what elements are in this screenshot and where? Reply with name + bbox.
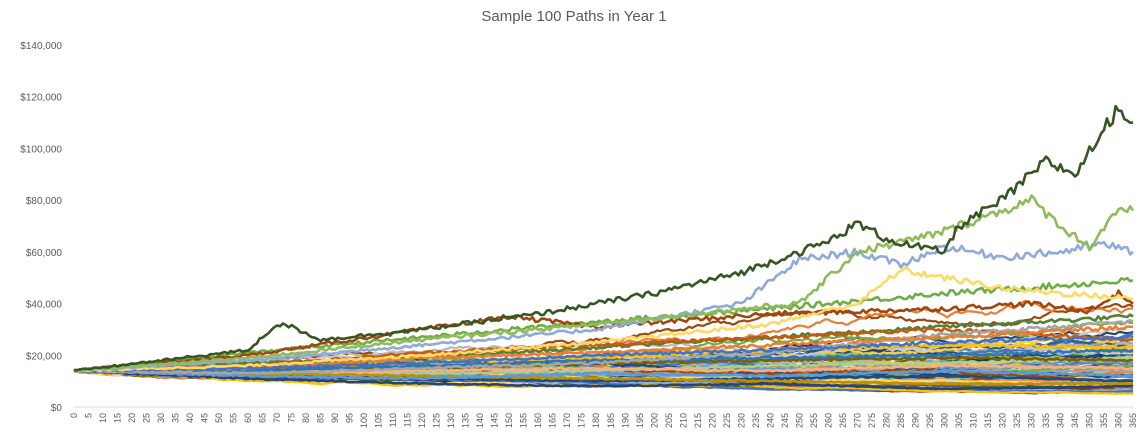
x-tick-label: 80: [301, 413, 311, 423]
y-tick-label: $140,000: [20, 41, 62, 52]
x-tick-label: 260: [823, 413, 833, 428]
series-line: [73, 266, 1134, 373]
x-tick-label: 335: [1041, 413, 1051, 428]
x-tick-label: 105: [374, 413, 384, 428]
y-axis: $0 $20,000 $40,000 $60,000 $80,000 $100,000 $1…: [20, 41, 62, 414]
x-tick-label: 30: [156, 413, 166, 423]
y-tick-label: $120,000: [20, 93, 62, 104]
y-tick-label: $40,000: [26, 300, 63, 311]
x-tick-label: 285: [896, 413, 906, 428]
series-line: [73, 313, 1134, 373]
x-tick-label: 160: [533, 413, 543, 428]
x-tick-label: 280: [881, 413, 891, 428]
x-tick-label: 210: [678, 413, 688, 428]
x-tick-label: 215: [693, 413, 703, 428]
x-tick-label: 355: [1099, 413, 1109, 428]
x-tick-label: 40: [185, 413, 195, 423]
x-tick-label: 45: [200, 413, 210, 423]
x-tick-label: 125: [432, 413, 442, 428]
x-tick-label: 140: [475, 413, 485, 428]
x-tick-label: 235: [751, 413, 761, 428]
x-tick-label: 270: [852, 413, 862, 428]
x-tick-label: 365: [1128, 413, 1138, 428]
y-tick-label: $60,000: [26, 248, 63, 259]
x-tick-label: 120: [417, 413, 427, 428]
x-tick-label: 295: [925, 413, 935, 428]
x-tick-label: 190: [620, 413, 630, 428]
series-line: [73, 368, 1134, 391]
x-tick-label: 345: [1070, 413, 1080, 428]
x-tick-label: 180: [591, 413, 601, 428]
y-tick-label: $100,000: [20, 144, 62, 155]
x-tick-label: 310: [968, 413, 978, 428]
x-tick-label: 150: [504, 413, 514, 428]
x-tick-label: 220: [707, 413, 717, 428]
series-line: [73, 240, 1134, 373]
x-tick-label: 275: [867, 413, 877, 428]
x-tick-label: 255: [809, 413, 819, 428]
x-tick-label: 100: [359, 413, 369, 428]
x-tick-label: 90: [330, 413, 340, 423]
series-line: [73, 334, 1134, 373]
x-tick-label: 290: [910, 413, 920, 428]
x-tick-label: 315: [983, 413, 993, 428]
x-tick-label: 305: [954, 413, 964, 428]
x-tick-label: 65: [258, 413, 268, 423]
x-tick-label: 155: [519, 413, 529, 428]
x-tick-label: 165: [548, 413, 558, 428]
x-tick-label: 110: [388, 413, 398, 427]
x-tick-label: 340: [1055, 413, 1065, 428]
x-tick-label: 85: [316, 413, 326, 423]
x-tick-label: 135: [461, 413, 471, 428]
x-tick-label: 245: [780, 413, 790, 428]
x-tick-label: 240: [765, 413, 775, 428]
series-line: [73, 276, 1134, 373]
x-tick-label: 175: [577, 413, 587, 428]
x-tick-label: 265: [838, 413, 848, 428]
x-tick-label: 330: [1026, 413, 1036, 428]
x-tick-label: 250: [794, 413, 804, 428]
x-tick-label: 5: [84, 413, 94, 418]
x-tick-label: 130: [446, 413, 456, 428]
y-tick-label: $80,000: [26, 196, 63, 207]
x-tick-label: 350: [1084, 413, 1094, 428]
series-line: [73, 368, 1134, 381]
x-tick-label: 145: [490, 413, 500, 428]
y-tick-label: $20,000: [26, 351, 63, 362]
x-tick-label: 10: [98, 413, 108, 423]
x-tick-label: 25: [142, 413, 152, 423]
x-tick-label: 70: [272, 413, 282, 423]
x-axis: 0 5 10 15 20 25 30 35 40 45 50 55 60 65 70 75 80 85 90 95 10…: [69, 406, 1138, 428]
x-tick-label: 300: [939, 413, 949, 428]
x-tick-label: 75: [287, 413, 297, 423]
x-tick-label: 325: [1012, 413, 1022, 428]
y-tick-label: $0: [51, 403, 63, 414]
x-tick-label: 0: [69, 413, 79, 418]
x-tick-label: 195: [635, 413, 645, 428]
x-tick-label: 225: [722, 413, 732, 428]
x-tick-label: 55: [229, 413, 239, 423]
x-tick-label: 200: [649, 413, 659, 428]
x-tick-label: 50: [214, 413, 224, 423]
x-tick-label: 360: [1113, 413, 1123, 428]
x-tick-label: 170: [562, 413, 572, 428]
x-tick-label: 115: [403, 413, 413, 427]
x-tick-label: 15: [113, 413, 123, 423]
series-line: [73, 318, 1134, 376]
x-tick-label: 35: [171, 413, 181, 423]
series-layer: [73, 104, 1135, 395]
x-tick-label: 185: [606, 413, 616, 428]
x-tick-label: 95: [345, 413, 355, 423]
x-tick-label: 205: [664, 413, 674, 428]
x-tick-label: 20: [127, 413, 137, 423]
x-tick-label: 320: [997, 413, 1007, 428]
x-tick-label: 60: [243, 413, 253, 423]
chart-title: Sample 100 Paths in Year 1: [481, 8, 667, 25]
series-line: [74, 104, 1134, 372]
x-tick-label: 230: [736, 413, 746, 428]
series-line: [73, 348, 1134, 374]
